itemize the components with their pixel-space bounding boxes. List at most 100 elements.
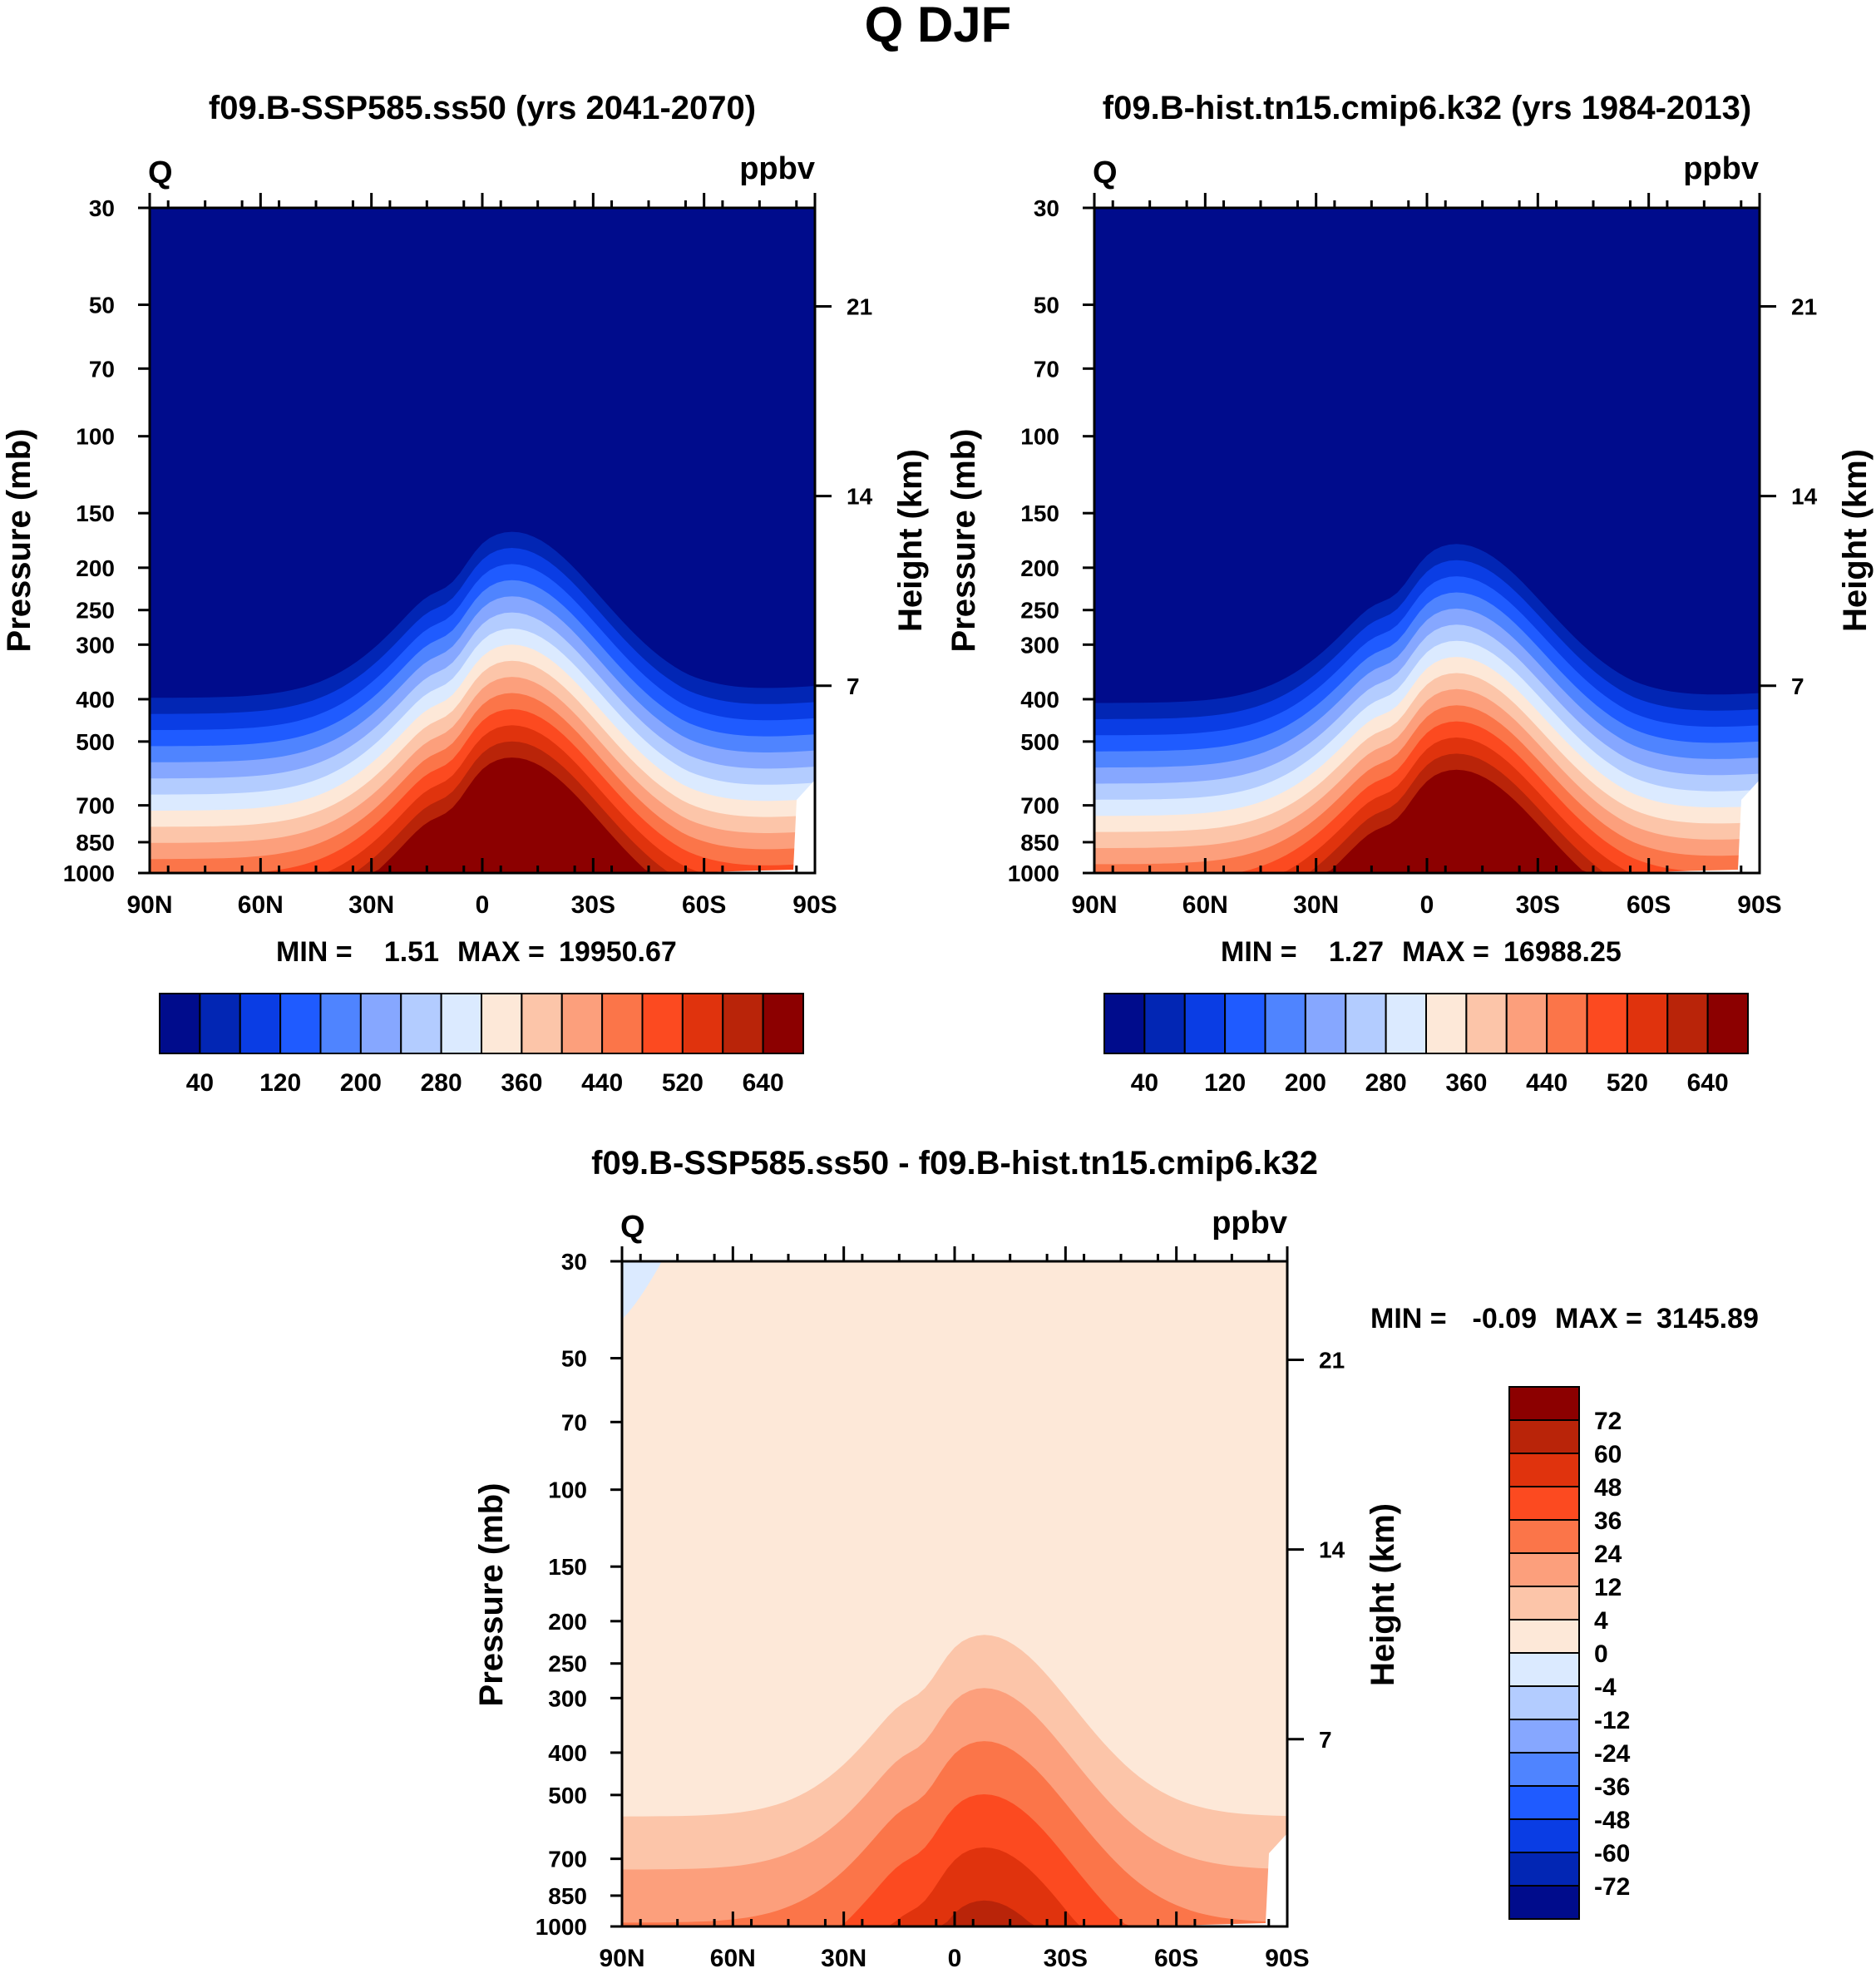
p2-y-tick-label: 50: [1034, 293, 1059, 318]
p2-colorbar-box: [1666, 993, 1709, 1054]
p2-y-tick-label: 100: [1020, 424, 1059, 450]
panel-2-right-label: ppbv: [1683, 151, 1759, 186]
p1-colorbar-box: [521, 993, 563, 1054]
p3-y-tick-label: 400: [548, 1740, 587, 1766]
panel-1-title: f09.B-SSP585.ss50 (yrs 2041-2070): [209, 90, 756, 126]
panel-2-colorbar: 40 120 200 280 360 440 520 640: [1103, 993, 1749, 1097]
p2-x-tick-label: 90N: [1071, 891, 1117, 919]
panel-3-min-label: MIN =: [1370, 1303, 1447, 1334]
p3-colorbar-label: 36: [1594, 1507, 1622, 1535]
p2-y-tick-label: 1000: [1008, 861, 1059, 886]
p3-colorbar-label: 0: [1594, 1640, 1608, 1668]
panel-1-min-value: 1.51: [384, 936, 439, 968]
p3-colorbar-label: -36: [1594, 1773, 1630, 1801]
p3-colorbar-box: [1508, 1619, 1580, 1654]
p2-colorbar-label: 440: [1526, 1069, 1567, 1097]
p1-x-tick-label: 60N: [238, 891, 284, 919]
p2-y-tick-label: 300: [1020, 632, 1059, 658]
p2-colorbar-label: 200: [1285, 1069, 1326, 1097]
p1-y-tick-label: 150: [76, 501, 115, 526]
p2-x-tick-label: 60S: [1627, 891, 1671, 919]
p1-y2-tick-label: 21: [847, 294, 872, 320]
p1-colorbar-label: 360: [501, 1069, 542, 1097]
p2-y-tick-label: 700: [1020, 793, 1059, 819]
panel-1-axes: 90N 60N 30N 0 30S 60S 90S 30 50 70 100 150 200 250 300…: [63, 193, 873, 919]
panel-2-title: f09.B-hist.tn15.cmip6.k32 (yrs 1984-2013…: [1103, 90, 1751, 126]
p3-colorbar-box: [1508, 1486, 1580, 1521]
p2-x-tick-label: 30N: [1293, 891, 1339, 919]
p1-colorbar-box: [681, 993, 724, 1054]
p2-y-tick-label: 500: [1020, 729, 1059, 755]
p2-colorbar-box: [1505, 993, 1548, 1054]
panel-2-left-label: Q: [1093, 155, 1118, 190]
p2-x-tick-label: 0: [1420, 891, 1434, 919]
panel-1-max-value: 19950.67: [559, 936, 677, 968]
panel-1: f09.B-SSP585.ss50 (yrs 2041-2070) Q ppbv…: [1, 90, 929, 1097]
p1-y-tick-label: 400: [76, 687, 115, 713]
p3-colorbar-box: [1508, 1386, 1580, 1421]
p2-colorbar-box: [1183, 993, 1227, 1054]
p2-colorbar-box: [1224, 993, 1266, 1054]
panel-3-ylabel: Pressure (mb): [473, 1483, 510, 1707]
p3-colorbar-box: [1508, 1852, 1580, 1887]
p1-colorbar-box: [239, 993, 282, 1054]
p1-colorbar-box: [159, 993, 201, 1054]
p2-colorbar-label: 360: [1445, 1069, 1487, 1097]
p3-negative-region: [622, 1261, 662, 1320]
p2-colorbar-box: [1345, 993, 1387, 1054]
p3-y-tick-label: 700: [548, 1847, 587, 1872]
p1-colorbar-box: [601, 993, 644, 1054]
p3-y-tick-label: 100: [548, 1477, 587, 1503]
panel-3-colorbar: 72 60 48 36 24 12 4 0 -4 -12 -24 -36 -48 -60 -72: [1508, 1386, 1631, 1920]
p2-x-tick-label: 60N: [1182, 891, 1228, 919]
p2-colorbar-box: [1143, 993, 1186, 1054]
p3-colorbar-label: -48: [1594, 1807, 1630, 1834]
p1-y-tick-label: 850: [76, 830, 115, 856]
p2-y2-tick-label: 7: [1791, 673, 1804, 699]
p3-colorbar-label: -4: [1594, 1674, 1617, 1701]
panel-3-max-value: 3145.89: [1656, 1303, 1759, 1334]
p2-y-tick-label: 150: [1020, 501, 1059, 526]
p2-colorbar-label: 280: [1365, 1069, 1407, 1097]
p2-colorbar-label: 120: [1204, 1069, 1246, 1097]
p1-y-tick-label: 50: [89, 293, 115, 318]
p2-x-tick-label: 30S: [1516, 891, 1560, 919]
p1-topography-mask: [669, 780, 815, 873]
p1-y-tick-label: 200: [76, 555, 115, 581]
p2-y-tick-label: 30: [1034, 195, 1059, 221]
p3-colorbar-box: [1508, 1652, 1580, 1687]
panel-3-left-label: Q: [620, 1210, 645, 1245]
panel-1-min-label: MIN =: [276, 936, 353, 968]
p3-y-tick-label: 500: [548, 1783, 587, 1808]
p3-y2-tick-label: 21: [1319, 1348, 1345, 1374]
p3-colorbar-box: [1508, 1419, 1580, 1454]
p1-colorbar-box: [722, 993, 764, 1054]
p1-colorbar-box: [199, 993, 241, 1054]
p3-x-tick-label: 30N: [821, 1945, 866, 1972]
p2-colorbar-box: [1706, 993, 1749, 1054]
p3-x-tick-label: 90S: [1265, 1945, 1309, 1972]
p3-y-tick-label: 30: [561, 1249, 587, 1275]
p3-colorbar-label: -72: [1594, 1873, 1630, 1901]
p3-colorbar-label: 24: [1594, 1541, 1622, 1568]
panel-2-max-value: 16988.25: [1503, 936, 1622, 968]
p1-colorbar-label: 440: [581, 1069, 623, 1097]
p3-y-tick-label: 1000: [536, 1914, 587, 1940]
p2-colorbar-box: [1103, 993, 1146, 1054]
p1-y-tick-label: 1000: [63, 861, 115, 886]
p1-colorbar-box: [440, 993, 482, 1054]
panel-3-contour-field: [622, 1261, 1287, 1926]
p1-y-tick-label: 300: [76, 632, 115, 658]
panel-2-contour-field: [1094, 208, 1760, 873]
p2-colorbar-box: [1626, 993, 1669, 1054]
panel-1-left-label: Q: [148, 155, 173, 190]
p1-x-tick-label: 30S: [571, 891, 615, 919]
p2-colorbar-box: [1385, 993, 1427, 1054]
panel-2-axes: 90N 60N 30N 0 30S 60S 90S 30 50 70 100 150 200 250 300…: [1008, 193, 1818, 919]
p1-y-tick-label: 70: [89, 356, 115, 382]
p2-y2-tick-label: 21: [1791, 294, 1817, 320]
p1-y-tick-label: 700: [76, 793, 115, 819]
panel-1-colorbar: 40 120 200 280 360 440 520 640: [159, 993, 804, 1097]
panel-2-min-value: 1.27: [1329, 936, 1384, 968]
p3-y-tick-label: 850: [548, 1883, 587, 1909]
